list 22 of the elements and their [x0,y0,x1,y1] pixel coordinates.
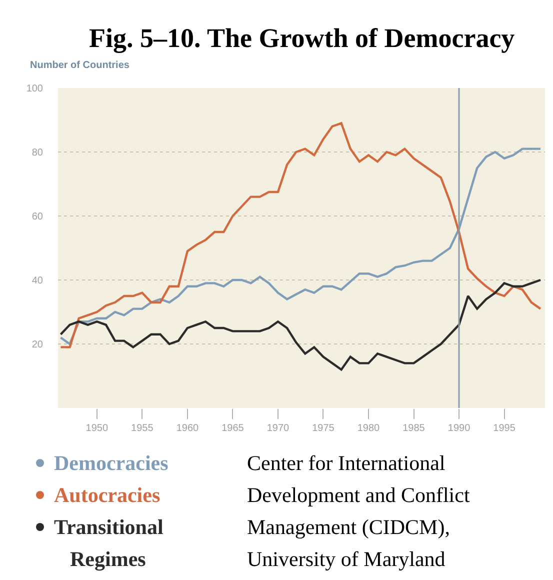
x-tick-label: 1985 [402,423,426,434]
y-tick-label: 60 [32,212,44,222]
x-tick-label: 1955 [131,423,154,434]
x-tick-label: 1950 [86,423,108,434]
text: Center for International Development and Conflict Management (CIDCM), University of Maryland [247,451,470,571]
y-tick-label: 20 [32,340,44,350]
y-tick-label: 40 [32,276,44,286]
y-tick-label: 80 [32,148,44,158]
x-tick-label: 1970 [266,423,290,434]
x-tick-label: 1975 [312,423,335,434]
chart-title: Fig. 5–10. The Growth of Democracy [89,23,516,53]
legend-label: Democracies [54,451,168,475]
legend-label: Transitional Regimes [54,515,164,571]
legend-label: Autocracies [54,483,160,507]
x-tick-label: 1980 [357,423,380,434]
x-tick-label: 1990 [448,423,471,434]
line-series [60,278,542,371]
y-tick-label: 100 [26,84,44,94]
y-axis-title: Number of Countries [30,60,130,71]
x-tick-label: 1995 [493,423,516,434]
x-tick-label: 1960 [176,423,199,434]
x-tick-label: 1965 [222,423,244,434]
